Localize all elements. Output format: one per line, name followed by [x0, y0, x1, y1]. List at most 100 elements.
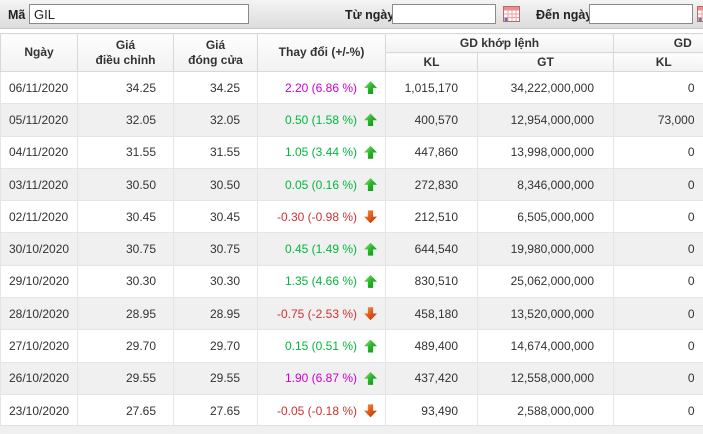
table-row: 27/10/2020 29.70 29.70 0.15 (0.51 %) 489…: [0, 329, 703, 363]
change-arrow-icon: [364, 210, 377, 224]
code-input[interactable]: [29, 4, 249, 24]
close-price-cell: 32.05: [173, 103, 258, 137]
adjusted-price-cell: 34.25: [77, 70, 174, 104]
change-cell: 1.05 (3.44 %): [257, 135, 386, 169]
matched-volume-cell: 212,510: [385, 200, 478, 233]
negotiated-volume-cell: 0: [613, 297, 703, 330]
date-cell: 05/11/2020: [0, 103, 78, 137]
next-row-partial: [0, 425, 703, 434]
change-arrow-icon: [364, 81, 377, 95]
close-price-cell: 34.25: [173, 70, 258, 104]
from-date-input[interactable]: [392, 4, 496, 24]
matched-volume-cell: 489,400: [385, 329, 478, 363]
close-price-cell: 28.95: [173, 297, 258, 330]
table-row: 30/10/2020 30.75 30.75 0.45 (1.49 %) 644…: [0, 232, 703, 266]
from-calendar-icon[interactable]: [503, 6, 520, 22]
negotiated-volume-cell: 0: [613, 167, 703, 201]
header-matched-value: GT: [476, 52, 614, 72]
table-row: 05/11/2020 32.05 32.05 0.50 (1.58 %) 400…: [0, 103, 703, 137]
table-row: 06/11/2020 34.25 34.25 2.20 (6.86 %) 1,0…: [0, 70, 703, 104]
adjusted-price-cell: 30.30: [77, 264, 174, 298]
matched-value-cell: 12,558,000,000: [476, 361, 614, 395]
matched-value-cell: 19,980,000,000: [476, 232, 614, 266]
filter-bar: Mã Từ ngày Đến ngày: [0, 0, 703, 29]
change-text: 1.05 (3.44 %): [284, 145, 357, 160]
matched-volume-cell: 93,490: [385, 393, 478, 427]
adjusted-price-cell: 29.55: [77, 361, 174, 395]
change-arrow-icon: [364, 145, 377, 159]
change-cell: 0.15 (0.51 %): [257, 329, 386, 363]
negotiated-volume-cell: 73,000: [613, 103, 703, 137]
change-arrow-icon: [364, 307, 377, 321]
matched-value-cell: 2,588,000,000: [476, 393, 614, 427]
to-date-input[interactable]: [589, 4, 693, 24]
date-cell: 23/10/2020: [0, 393, 78, 427]
header-negotiated-group: GD: [613, 33, 703, 53]
change-arrow-icon: [364, 178, 377, 192]
negotiated-volume-cell: 0: [613, 135, 703, 169]
negotiated-volume-cell: 0: [613, 329, 703, 363]
negotiated-volume-cell: 0: [613, 264, 703, 298]
price-table-body: 06/11/2020 34.25 34.25 2.20 (6.86 %) 1,0…: [0, 70, 703, 427]
matched-value-cell: 12,954,000,000: [476, 103, 614, 137]
matched-value-cell: 6,505,000,000: [476, 200, 614, 233]
date-cell: 26/10/2020: [0, 361, 78, 395]
change-text: 0.15 (0.51 %): [284, 339, 357, 354]
date-cell: 27/10/2020: [0, 329, 78, 363]
header-change: Thay đổi (+/-%): [257, 33, 386, 72]
close-price-cell: 31.55: [173, 135, 258, 169]
change-text: 0.45 (1.49 %): [284, 242, 357, 257]
change-cell: 0.05 (0.16 %): [257, 167, 386, 201]
close-price-cell: 30.30: [173, 264, 258, 298]
matched-value-cell: 14,674,000,000: [476, 329, 614, 363]
matched-volume-cell: 437,420: [385, 361, 478, 395]
date-cell: 04/11/2020: [0, 135, 78, 169]
matched-value-cell: 8,346,000,000: [476, 167, 614, 201]
date-cell: 28/10/2020: [0, 297, 78, 330]
negotiated-volume-cell: 0: [613, 361, 703, 395]
header-matched-group: GD khớp lệnh: [384, 33, 614, 53]
adjusted-price-cell: 30.75: [77, 232, 174, 266]
price-history-table: Ngày Giá điều chỉnh Giá đóng cửa Thay đổ…: [0, 33, 703, 434]
matched-volume-cell: 458,180: [385, 297, 478, 330]
adjusted-price-cell: 28.95: [77, 297, 174, 330]
header-date: Ngày: [0, 33, 78, 72]
header-matched-volume: KL: [385, 52, 478, 72]
date-cell: 30/10/2020: [0, 232, 78, 266]
from-date-label: Từ ngày: [345, 8, 395, 22]
close-price-cell: 30.50: [173, 167, 258, 201]
change-text: -0.75 (-2.53 %): [276, 306, 357, 321]
adjusted-price-cell: 27.65: [77, 393, 174, 427]
close-price-cell: 30.45: [173, 200, 258, 233]
to-date-label: Đến ngày: [536, 8, 593, 22]
change-text: 1.90 (6.87 %): [284, 371, 357, 386]
matched-volume-cell: 830,510: [385, 264, 478, 298]
negotiated-volume-cell: 0: [613, 70, 703, 104]
matched-volume-cell: 447,860: [385, 135, 478, 169]
date-cell: 02/11/2020: [0, 200, 78, 233]
adjusted-price-cell: 29.70: [77, 329, 174, 363]
change-cell: 2.20 (6.86 %): [257, 70, 386, 104]
table-row: 26/10/2020 29.55 29.55 1.90 (6.87 %) 437…: [0, 361, 703, 395]
to-calendar-icon[interactable]: [697, 6, 703, 22]
change-arrow-icon: [364, 339, 377, 353]
change-text: -0.30 (-0.98 %): [276, 209, 357, 224]
close-price-cell: 30.75: [173, 232, 258, 266]
negotiated-volume-cell: 0: [613, 393, 703, 427]
adjusted-price-cell: 30.45: [77, 200, 174, 233]
table-row: 23/10/2020 27.65 27.65 -0.05 (-0.18 %) 9…: [0, 393, 703, 427]
table-row: 03/11/2020 30.50 30.50 0.05 (0.16 %) 272…: [0, 167, 703, 201]
matched-volume-cell: 644,540: [385, 232, 478, 266]
table-row: 04/11/2020 31.55 31.55 1.05 (3.44 %) 447…: [0, 135, 703, 169]
matched-value-cell: 34,222,000,000: [476, 70, 614, 104]
change-arrow-icon: [364, 404, 377, 418]
change-text: 0.50 (1.58 %): [284, 112, 357, 127]
matched-value-cell: 13,520,000,000: [476, 297, 614, 330]
change-arrow-icon: [364, 371, 377, 385]
change-text: 2.20 (6.86 %): [284, 80, 357, 95]
close-price-cell: 29.55: [173, 361, 258, 395]
change-text: -0.05 (-0.18 %): [276, 403, 357, 418]
change-cell: 1.90 (6.87 %): [257, 361, 386, 395]
negotiated-volume-cell: 0: [613, 232, 703, 266]
header-adjusted-price: Giá điều chỉnh: [77, 33, 174, 72]
